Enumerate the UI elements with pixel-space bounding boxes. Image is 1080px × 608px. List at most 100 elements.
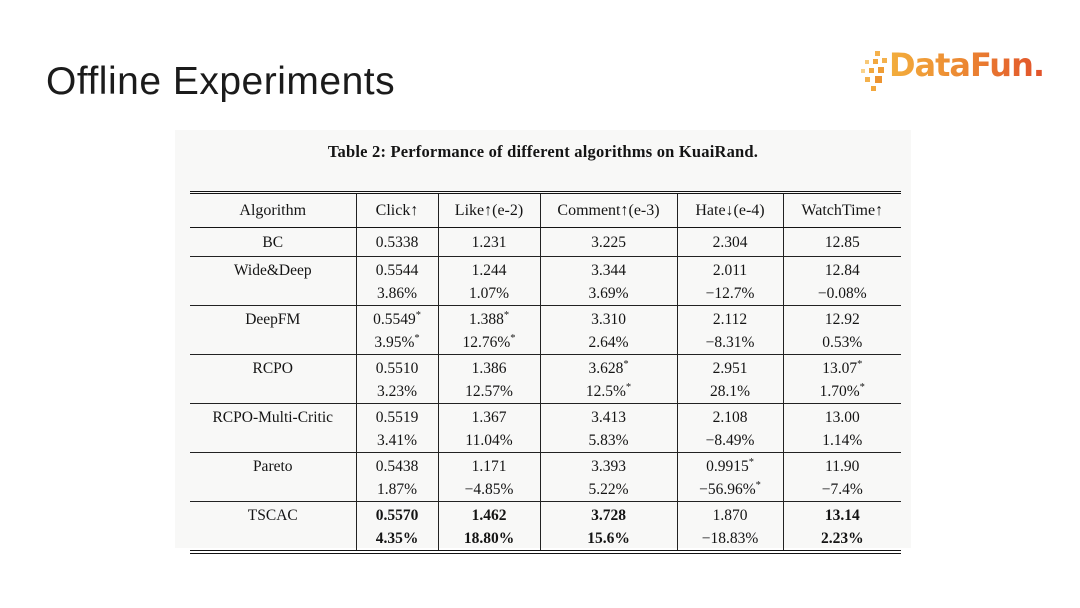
algorithm-cell: [190, 478, 356, 502]
value-cell: 2.23%: [782, 527, 901, 552]
algorithm-cell: Wide&Deep: [190, 256, 356, 282]
value-cell: 2.304: [676, 227, 783, 257]
column-header-watchtime: WatchTime↑: [782, 192, 901, 228]
value-cell: 2.951: [676, 354, 783, 380]
value-cell: 12.76%*: [437, 331, 540, 355]
value-cell: −56.96%*: [676, 478, 783, 502]
table-row-rcpo-multi-critic: RCPO-Multi-Critic 0.5519 1.367 3.413 2.108 13…: [190, 403, 901, 429]
value-cell: 1.14%: [782, 429, 901, 453]
value-cell: 18.80%: [437, 527, 540, 552]
algorithm-cell: [190, 429, 356, 453]
value-cell: 4.35%: [355, 527, 438, 552]
value-cell: 12.57%: [437, 380, 540, 404]
algorithm-cell: Pareto: [190, 452, 356, 478]
algorithm-cell: [190, 331, 356, 355]
value-cell: −4.85%: [437, 478, 540, 502]
value-cell: 0.5544: [355, 256, 438, 282]
value-cell: 11.04%: [437, 429, 540, 453]
value-cell: 0.53%: [782, 331, 901, 355]
value-cell: 5.83%: [539, 429, 677, 453]
table-row-wide-deep-pct: 3.86% 1.07% 3.69% −12.7% −0.08%: [190, 282, 901, 306]
table-row-rcpo-multi-critic-pct: 3.41% 11.04% 5.83% −8.49% 1.14%: [190, 429, 901, 453]
table-row-rcpo: RCPO 0.5510 1.386 3.628* 2.951 13.07*: [190, 354, 901, 380]
value-cell: 3.310: [539, 305, 677, 331]
results-figure: Table 2: Performance of different algori…: [175, 130, 911, 554]
algorithm-cell: [190, 527, 356, 552]
value-cell: 1.388*: [437, 305, 540, 331]
value-cell: 1.171: [437, 452, 540, 478]
value-cell: −18.83%: [676, 527, 783, 552]
value-cell: 13.14: [782, 501, 901, 527]
table-caption: Table 2: Performance of different algori…: [327, 142, 759, 161]
value-cell: 3.95%*: [355, 331, 438, 355]
value-cell: 3.41%: [355, 429, 438, 453]
value-cell: −7.4%: [782, 478, 901, 502]
value-cell: −8.49%: [676, 429, 783, 453]
column-header-likee: Like↑(e-2): [437, 192, 540, 228]
value-cell: 2.64%: [539, 331, 677, 355]
value-cell: 0.5510: [355, 354, 438, 380]
column-header-commente: Comment↑(e-3): [539, 192, 677, 228]
datafun-mosaic-icon: [859, 48, 891, 94]
datafun-logo: DataFun.: [859, 42, 1045, 94]
value-cell: 1.870: [676, 501, 783, 527]
value-cell: 3.225: [539, 227, 677, 257]
value-cell: −8.31%: [676, 331, 783, 355]
value-cell: 2.112: [676, 305, 783, 331]
algorithm-cell: DeepFM: [190, 305, 356, 331]
value-cell: 0.5549*: [355, 305, 438, 331]
value-cell: 0.5338: [355, 227, 438, 257]
table-row-deepfm-pct: 3.95%* 12.76%* 2.64% −8.31% 0.53%: [190, 331, 901, 355]
algorithm-cell: RCPO-Multi-Critic: [190, 403, 356, 429]
value-cell: 5.22%: [539, 478, 677, 502]
algorithm-cell: [190, 282, 356, 306]
value-cell: 0.5519: [355, 403, 438, 429]
table-row-bc: BC 0.5338 1.231 3.225 2.304 12.85: [190, 227, 901, 257]
algorithm-cell: BC: [262, 234, 284, 251]
value-cell: 12.92: [782, 305, 901, 331]
table-row-deepfm: DeepFM 0.5549* 1.388* 3.310 2.112 12.92: [190, 305, 901, 331]
value-cell: 1.386: [437, 354, 540, 380]
column-header-click: Click↑: [355, 192, 438, 228]
value-cell: 0.9915*: [676, 452, 783, 478]
value-cell: 3.393: [539, 452, 677, 478]
value-cell: 28.1%: [676, 380, 783, 404]
value-cell: 1.244: [437, 256, 540, 282]
value-cell: 1.462: [437, 501, 540, 527]
table-row-pareto: Pareto 0.5438 1.171 3.393 0.9915* 11.90: [190, 452, 901, 478]
value-cell: 2.011: [676, 256, 783, 282]
table-row-tscac: TSCAC 0.5570 1.462 3.728 1.870 13.14: [190, 501, 901, 527]
table-header-row: Algorithm Click↑ Like↑(e-2) Comment↑(e-3) Ha…: [190, 192, 901, 228]
value-cell: −12.7%: [676, 282, 783, 306]
value-cell: 12.84: [782, 256, 901, 282]
value-cell: 1.231: [437, 227, 540, 257]
value-cell: 0.5438: [355, 452, 438, 478]
value-cell: 3.413: [539, 403, 677, 429]
value-cell: −0.08%: [782, 282, 901, 306]
value-cell: 13.00: [782, 403, 901, 429]
datafun-logo-text: DataFun.: [889, 42, 1045, 88]
value-cell: 12.85: [782, 227, 901, 257]
page-title: Offline Experiments: [46, 60, 396, 103]
value-cell: 13.07*: [782, 354, 901, 380]
value-cell: 15.6%: [539, 527, 677, 552]
value-cell: 3.86%: [355, 282, 438, 306]
value-cell: 1.70%*: [782, 380, 901, 404]
table-row-wide-deep: Wide&Deep 0.5544 1.244 3.344 2.011 12.84: [190, 256, 901, 282]
column-header-hatee: Hate↓(e-4): [676, 192, 783, 228]
table-row-tscac-pct: 4.35% 18.80% 15.6% −18.83% 2.23%: [190, 527, 901, 552]
value-cell: 3.23%: [355, 380, 438, 404]
algorithm-cell: [190, 380, 356, 404]
value-cell: 3.728: [539, 501, 677, 527]
value-cell: 1.07%: [437, 282, 540, 306]
value-cell: 1.87%: [355, 478, 438, 502]
value-cell: 3.344: [539, 256, 677, 282]
value-cell: 0.5570: [355, 501, 438, 527]
value-cell: 12.5%*: [539, 380, 677, 404]
algorithm-cell: RCPO: [190, 354, 356, 380]
value-cell: 3.628*: [539, 354, 677, 380]
algorithm-cell: TSCAC: [190, 501, 356, 527]
table-row-pareto-pct: 1.87% −4.85% 5.22% −56.96%* −7.4%: [190, 478, 901, 502]
value-cell: 3.69%: [539, 282, 677, 306]
value-cell: 1.367: [437, 403, 540, 429]
